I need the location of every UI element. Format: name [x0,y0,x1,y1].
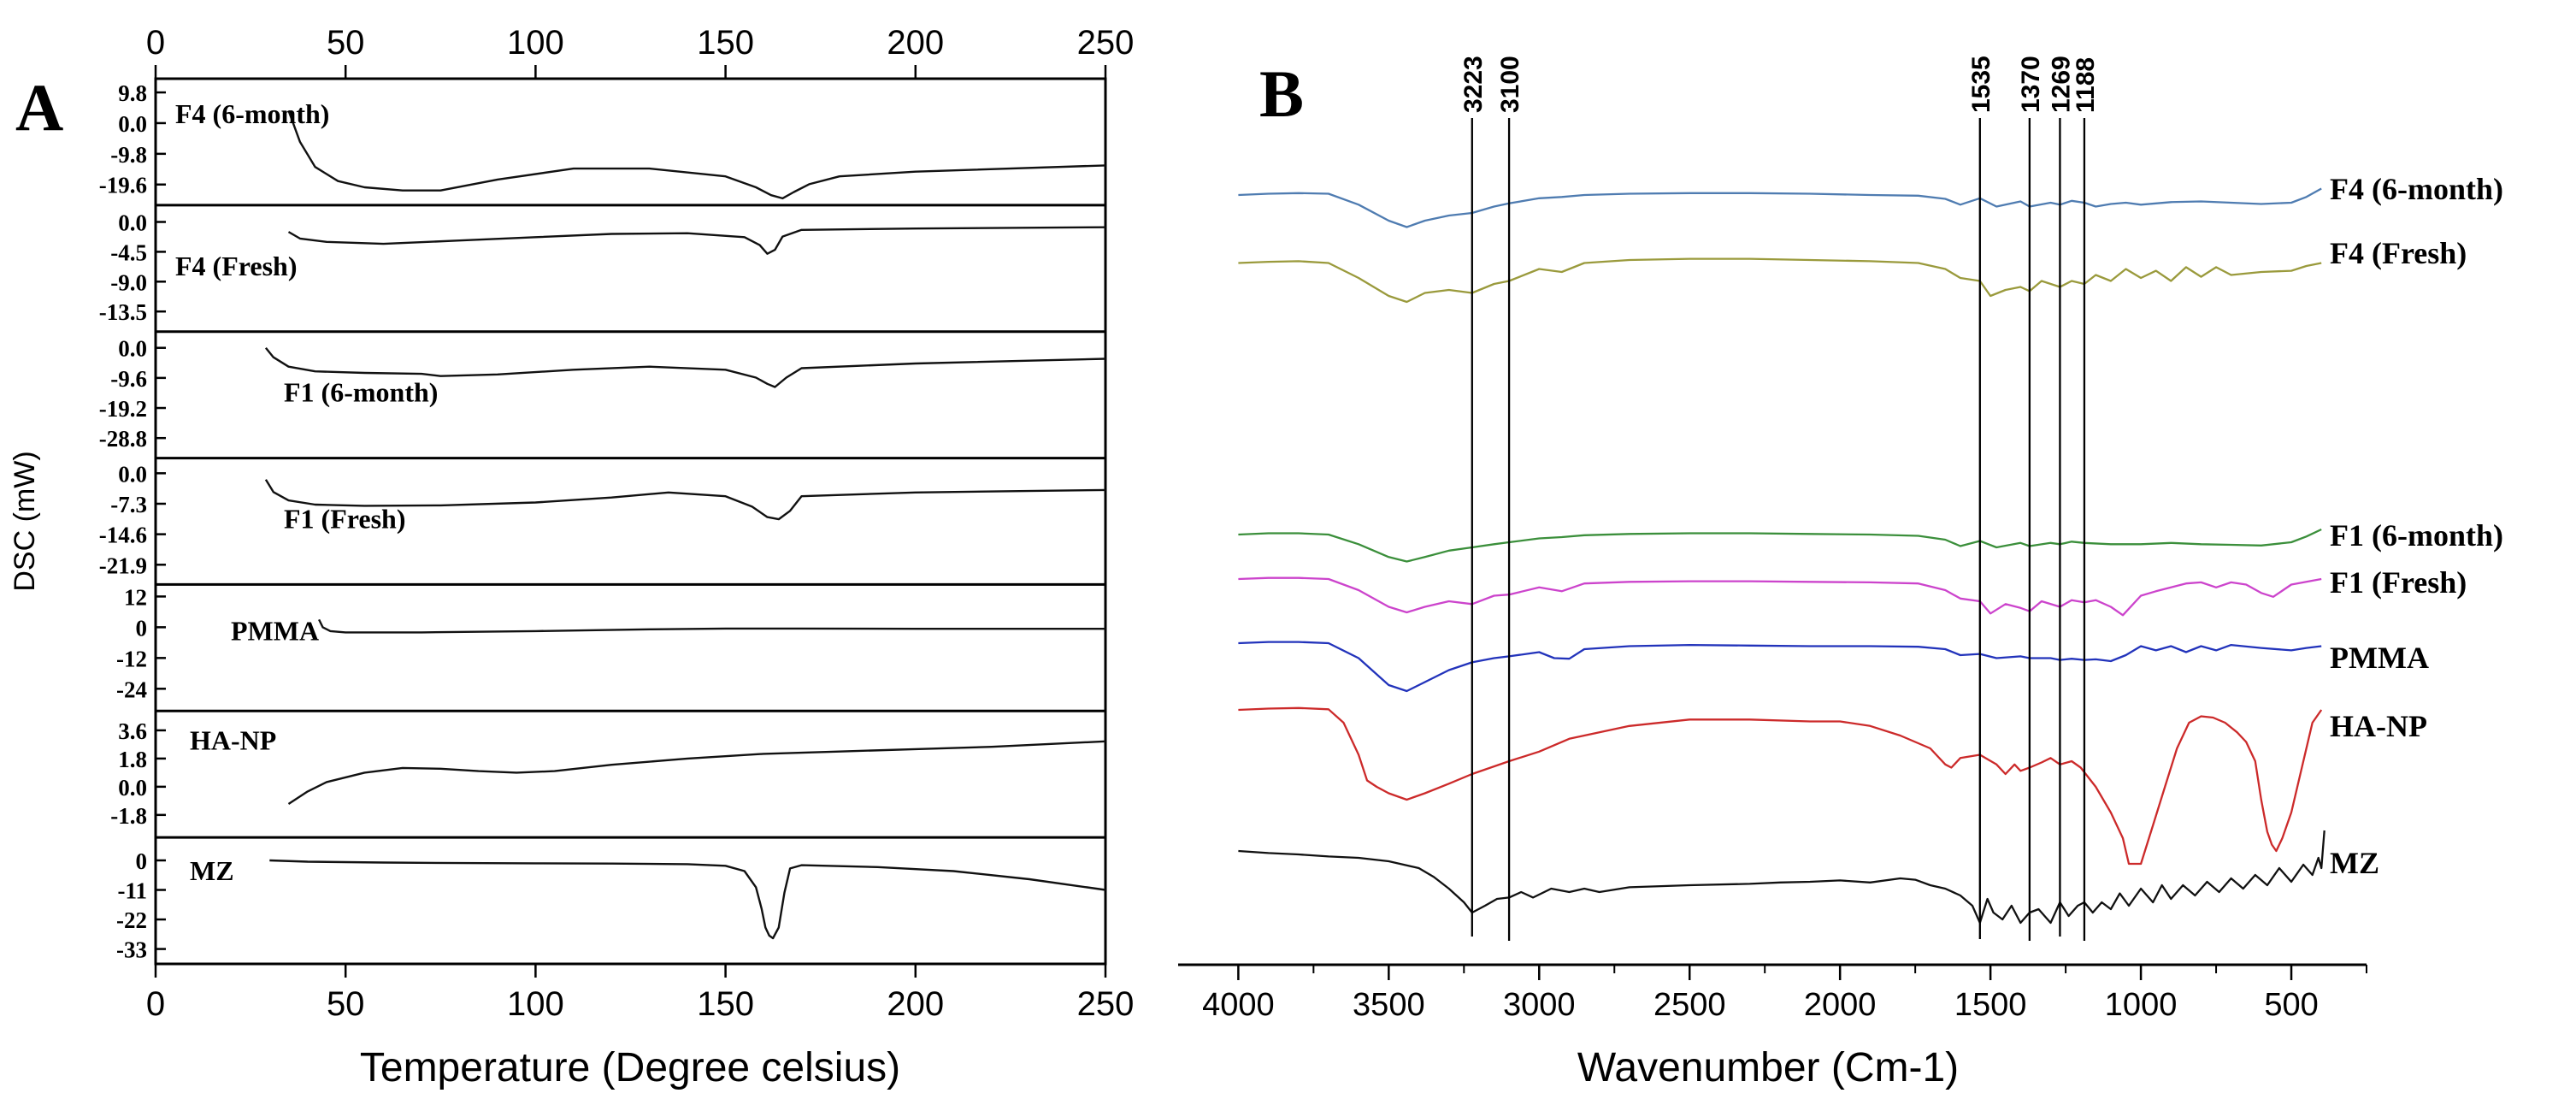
ftir-spectrum-mz [1238,830,2325,925]
y-tick-label: 0 [136,615,148,641]
y-tick-label: 9.8 [118,80,147,106]
y-tick-label: -21.9 [99,553,147,578]
y-tick-label: 0.0 [118,210,147,235]
ftir-spectrum-f4-6-month [1238,187,2322,228]
y-tick-label: 1.8 [118,747,147,772]
y-tick-label: -7.3 [110,492,147,517]
panel-a-letter: A [15,70,63,145]
x-tick-label: 2500 [1653,987,1726,1023]
series-label-f1-fresh: F1 (Fresh) [2330,565,2467,600]
ftir-spectrum-f1-6-month [1238,528,2322,563]
x-tick-label: 1500 [1954,987,2027,1023]
series-label-mz: MZ [2330,846,2379,880]
series-label-pmma: PMMA [231,615,319,646]
panel-b-letter: B [1259,56,1304,131]
y-tick-label: -1.8 [110,803,147,829]
y-tick-label: -9.6 [110,366,147,392]
y-tick-label: -9.0 [110,269,147,295]
x-tick-label: 3000 [1503,987,1576,1023]
y-tick-label: 0.0 [118,111,147,137]
x-tick-label-top: 100 [507,24,564,62]
x-tick-label-bottom: 50 [327,985,365,1023]
x-tick-label: 1000 [2105,987,2178,1023]
ftir-spectrum-ha-np [1238,706,2323,866]
reference-label-3100: 3100 [1496,56,1524,113]
reference-label-1188: 1188 [2072,57,2100,113]
reference-label-3223: 3223 [1459,56,1488,113]
x-tick-label-bottom: 100 [507,985,564,1023]
y-tick-label: 12 [124,584,147,610]
series-label-f1-fresh: F1 (Fresh) [284,504,405,535]
x-tick-label-bottom: 0 [146,985,165,1023]
series-label-f4-fresh: F4 (Fresh) [175,251,297,281]
reference-label-1370: 1370 [2017,56,2045,113]
dsc-curve-f1-fresh [264,479,1106,521]
y-tick-label: 0.0 [118,461,147,487]
dsc-curve-ha-np [287,740,1106,806]
ftir-spectrum-pmma [1238,641,2322,693]
x-tick-label: 4000 [1202,987,1275,1023]
panel-a-plot-frame [154,77,1107,966]
ftir-spectrum-f4-fresh [1238,257,2322,304]
y-tick-label: -22 [116,907,147,933]
y-tick-label: -33 [116,937,147,963]
y-tick-label: -28.8 [99,426,147,452]
y-tick-label: 0 [136,848,148,874]
series-label-pmma: PMMA [2330,641,2429,675]
x-tick-label-top: 0 [146,24,165,62]
y-tick-label: -19.6 [99,173,147,198]
y-tick-label: 3.6 [118,718,147,744]
series-label-f1-6-month: F1 (6-month) [284,377,438,408]
series-label-ha-np: HA-NP [2330,709,2427,743]
y-tick-label: -11 [117,878,147,904]
y-tick-label: -14.6 [99,523,147,548]
dsc-curve-f4-6-month [287,109,1106,200]
y-axis-label: DSC (mW) [9,451,41,591]
x-axis-label: Wavenumber (Cm-1) [1577,1045,1959,1090]
x-tick-label-bottom: 200 [887,985,944,1023]
x-tick-label: 500 [2264,987,2318,1023]
x-tick-label-bottom: 150 [697,985,754,1023]
x-tick-label: 2000 [1804,987,1877,1023]
dsc-curve-f1-6-month [264,346,1106,388]
x-tick-label-bottom: 250 [1077,985,1135,1023]
x-tick-label-top: 50 [327,24,365,62]
series-label-f4-6-month: F4 (6-month) [175,98,329,129]
panel-b: B 4000 3500 3000 2500 2000 1500 1000 500 Wavenumb… [1178,56,2503,1090]
reference-label-1535: 1535 [1967,56,1995,113]
x-tick-label: 3500 [1353,987,1425,1023]
y-tick-label: -13.5 [99,299,147,325]
y-tick-label: -9.8 [110,142,147,168]
x-axis-label: Temperature (Degree celsius) [360,1045,900,1090]
y-tick-label: -4.5 [110,239,147,265]
y-tick-label: 0.0 [118,775,147,801]
ftir-spectrum-f1-fresh [1238,576,2322,617]
series-label-mz: MZ [190,855,234,886]
series-label-f4-fresh: F4 (Fresh) [2330,236,2467,270]
y-tick-label: -19.2 [99,396,147,422]
series-label-ha-np: HA-NP [190,724,276,755]
dsc-curve-mz [269,859,1106,940]
y-tick-label: -12 [116,646,147,671]
y-tick-label: -24 [116,677,147,702]
dsc-curve-pmma [318,618,1105,634]
series-label-f1-6-month: F1 (6-month) [2330,518,2503,553]
x-tick-label-top: 200 [887,24,944,62]
series-label-f4-6-month: F4 (6-month) [2330,172,2503,206]
reference-label-1269: 1269 [2047,56,2075,113]
x-tick-label-top: 150 [697,24,754,62]
x-tick-label-top: 250 [1077,24,1135,62]
dsc-curve-f4-fresh [287,226,1106,255]
y-tick-label: 0.0 [118,336,147,362]
panel-a: A 0 0 50 50 100 100 150 150 200 200 250 250 Temperatu… [9,24,1134,1090]
